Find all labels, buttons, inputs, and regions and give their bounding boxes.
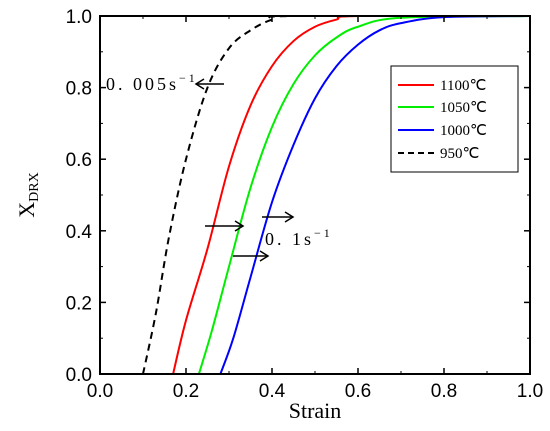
legend-label-1100: 1100℃ bbox=[440, 78, 486, 94]
y-tick-label: 0.0 bbox=[66, 365, 92, 386]
y-tick-label: 1.0 bbox=[66, 7, 92, 28]
series-line-1 bbox=[197, 16, 530, 374]
legend-box bbox=[390, 65, 519, 173]
legend-label-1050: 1050℃ bbox=[440, 100, 487, 116]
x-tick-label: 0.8 bbox=[431, 381, 457, 402]
legend: 1100℃ 1050℃ 1000℃ 950℃ bbox=[390, 65, 519, 173]
y-tick-label: 0.8 bbox=[66, 79, 92, 100]
x-tick-label: 0.6 bbox=[345, 381, 371, 402]
arrow-left-0005-head bbox=[194, 78, 205, 90]
y-axis-title: XDRX bbox=[14, 172, 42, 217]
x-tick-label: 0.4 bbox=[259, 381, 286, 402]
x-axis-title: Strain bbox=[289, 398, 342, 423]
x-tick-label: 0.2 bbox=[173, 381, 199, 402]
annotation-0005-text: 0. 005s−1 bbox=[106, 71, 198, 94]
y-tick-label: 0.4 bbox=[66, 222, 93, 243]
x-tick-label: 0.0 bbox=[87, 381, 113, 402]
annotation-01: 0. 1s−1 bbox=[205, 211, 333, 262]
annotation-0005: 0. 005s−1 bbox=[106, 71, 224, 94]
y-tick-label: 0.6 bbox=[66, 150, 92, 171]
arrow-right-3-head bbox=[259, 250, 270, 262]
legend-label-950: 950℃ bbox=[440, 146, 479, 162]
arrow-right-1-head bbox=[234, 220, 245, 232]
x-tick-label: 1.0 bbox=[517, 381, 543, 402]
y-tick-label: 0.2 bbox=[66, 293, 92, 314]
series-line-2 bbox=[219, 16, 530, 374]
y-axis-title-sub: DRX bbox=[27, 172, 42, 202]
annotation-01-text: 0. 1s−1 bbox=[265, 226, 333, 249]
y-axis-title-main: X bbox=[14, 202, 39, 218]
legend-label-1000: 1000℃ bbox=[440, 123, 487, 139]
ticks-layer: 0.0 0.2 0.4 0.6 0.8 1.0 0.0 0.2 0.4 0.6 0.8 1.0 bbox=[66, 7, 544, 402]
arrow-right-2-head bbox=[284, 211, 295, 223]
series-line-3 bbox=[142, 16, 530, 374]
